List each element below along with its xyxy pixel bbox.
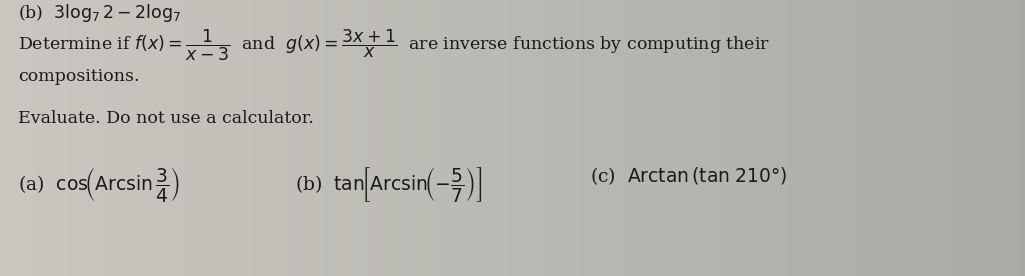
Text: compositions.: compositions. xyxy=(18,68,139,85)
Text: (b)  $\mathrm{tan}\!\left[\mathrm{Arcsin}\!\left(-\dfrac{5}{7}\right)\right]$: (b) $\mathrm{tan}\!\left[\mathrm{Arcsin}… xyxy=(295,165,483,204)
Text: (a)  $\mathrm{cos}\!\left(\mathrm{Arcsin}\,\dfrac{3}{4}\right)$: (a) $\mathrm{cos}\!\left(\mathrm{Arcsin}… xyxy=(18,165,180,204)
Text: (c)  $\mathrm{Arctan}\,(\mathrm{tan}\;210°)$: (c) $\mathrm{Arctan}\,(\mathrm{tan}\;210… xyxy=(590,165,787,187)
Text: Evaluate. Do not use a calculator.: Evaluate. Do not use a calculator. xyxy=(18,110,314,127)
Text: (b)  $3\log_7 2 - 2\log_7$: (b) $3\log_7 2 - 2\log_7$ xyxy=(18,2,181,24)
Text: Determine if $f(x) = \dfrac{1}{x-3}$  and  $g(x) = \dfrac{3x+1}{x}$  are inverse: Determine if $f(x) = \dfrac{1}{x-3}$ and… xyxy=(18,28,770,63)
